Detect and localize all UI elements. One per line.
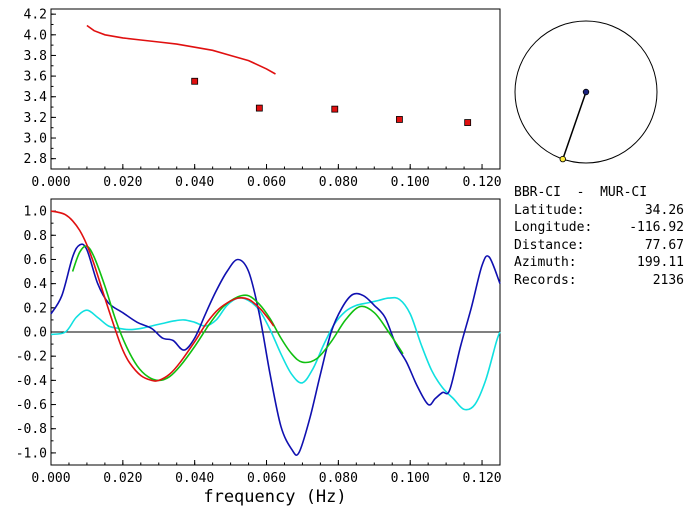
y-tick-label: 0.8 bbox=[24, 229, 47, 244]
y-tick-label: 1.0 bbox=[24, 205, 47, 220]
top-y-axis: 2.8 3.0 3.2 3.4 3.6 3.8 4.0 4.2 bbox=[24, 8, 56, 167]
info-row-longitude: Longitude: -116.92 bbox=[514, 219, 684, 237]
y-tick-label: 3.4 bbox=[24, 90, 48, 105]
station-info-panel: BBR-CI - MUR-CI Latitude: 34.26 Longitud… bbox=[514, 184, 684, 289]
info-value: 199.11 bbox=[637, 255, 684, 270]
x-tick-label: 0.100 bbox=[391, 175, 430, 190]
coherence-series-line bbox=[50, 243, 501, 456]
top-series-group bbox=[86, 24, 472, 126]
y-tick-label: 3.8 bbox=[24, 49, 47, 64]
info-value: -116.92 bbox=[629, 220, 684, 235]
y-tick-label: -0.2 bbox=[16, 350, 47, 365]
x-tick-label: 0.040 bbox=[175, 175, 214, 190]
y-tick-label: 0.2 bbox=[24, 301, 47, 316]
y-tick-label: 0.0 bbox=[24, 326, 47, 341]
info-value: 77.67 bbox=[644, 237, 684, 253]
info-value: 2136 bbox=[652, 272, 684, 288]
x-tick-label: 0.080 bbox=[319, 471, 358, 486]
top-data-marker bbox=[464, 119, 472, 126]
phase-velocity-panel: 2.8 3.0 3.2 3.4 3.6 3.8 4.0 4.2 0.000 0.020 0.040… bbox=[24, 8, 502, 190]
top-data-marker bbox=[331, 105, 339, 113]
x-tick-label: 0.000 bbox=[31, 175, 70, 190]
x-tick-label: 0.000 bbox=[31, 471, 70, 486]
top-panel-frame bbox=[50, 8, 501, 170]
y-tick-label: -0.4 bbox=[16, 374, 47, 389]
azimuth-plot bbox=[514, 20, 658, 164]
y-tick-label: -0.6 bbox=[16, 398, 47, 413]
coherence-series-line bbox=[50, 296, 501, 411]
x-tick-label: 0.040 bbox=[175, 471, 214, 486]
y-tick-label: -1.0 bbox=[16, 446, 47, 461]
y-tick-label: 3.2 bbox=[24, 111, 47, 126]
coherence-series-line bbox=[50, 210, 275, 382]
y-tick-label: -0.8 bbox=[16, 422, 47, 437]
x-axis-title: frequency (Hz) bbox=[203, 487, 346, 507]
x-tick-label: 0.120 bbox=[462, 175, 501, 190]
top-data-marker bbox=[191, 77, 199, 85]
x-tick-label: 0.100 bbox=[391, 471, 430, 486]
info-label: Latitude: bbox=[514, 202, 585, 218]
info-label: Longitude: bbox=[514, 220, 593, 235]
coherence-panel: 1.0 0.8 0.6 0.4 0.2 0.0 -0.2 -0.4 -0.6 -0.8 -1.0 0… bbox=[16, 198, 502, 507]
coherence-series-line bbox=[71, 245, 404, 382]
x-tick-label: 0.060 bbox=[247, 471, 286, 486]
x-tick-label: 0.020 bbox=[103, 471, 142, 486]
azimuth-end-marker bbox=[559, 155, 566, 163]
azimuth-circle bbox=[514, 20, 658, 164]
x-tick-label: 0.120 bbox=[462, 471, 501, 486]
y-tick-label: 3.0 bbox=[24, 132, 47, 147]
bottom-series-group bbox=[50, 210, 501, 456]
y-tick-label: 0.6 bbox=[24, 253, 47, 268]
bottom-x-axis: 0.000 0.020 0.040 0.060 0.080 0.100 0.120 bbox=[31, 460, 502, 486]
azimuth-center-marker bbox=[582, 88, 590, 96]
info-label: Records: bbox=[514, 272, 577, 288]
y-tick-label: 0.4 bbox=[24, 277, 48, 292]
top-x-axis: 0.000 0.020 0.040 0.060 0.080 0.100 0.120 bbox=[31, 164, 502, 190]
y-tick-label: 3.6 bbox=[24, 70, 47, 85]
y-tick-label: 2.8 bbox=[24, 152, 47, 167]
x-tick-label: 0.080 bbox=[319, 175, 358, 190]
info-row-azimuth: Azimuth: 199.11 bbox=[514, 254, 684, 272]
top-data-marker bbox=[396, 116, 403, 123]
x-tick-label: 0.060 bbox=[247, 175, 286, 190]
y-tick-label: 4.2 bbox=[24, 8, 47, 23]
station-pair-title: BBR-CI - MUR-CI bbox=[514, 185, 648, 200]
info-value: 34.26 bbox=[644, 202, 684, 218]
top-data-marker bbox=[255, 104, 263, 112]
info-label: Distance: bbox=[514, 237, 585, 253]
info-row-latitude: Latitude: 34.26 bbox=[514, 202, 684, 220]
info-row-records: Records: 2136 bbox=[514, 272, 684, 290]
info-row-distance: Distance: 77.67 bbox=[514, 237, 684, 255]
x-tick-label: 0.020 bbox=[103, 175, 142, 190]
y-tick-label: 4.0 bbox=[24, 28, 47, 43]
azimuth-line bbox=[562, 91, 587, 160]
top-dispersion-line bbox=[86, 24, 276, 75]
info-label: Azimuth: bbox=[514, 255, 577, 270]
bottom-y-axis: 1.0 0.8 0.6 0.4 0.2 0.0 -0.2 -0.4 -0.6 -0.8 -1.0 bbox=[16, 205, 56, 461]
